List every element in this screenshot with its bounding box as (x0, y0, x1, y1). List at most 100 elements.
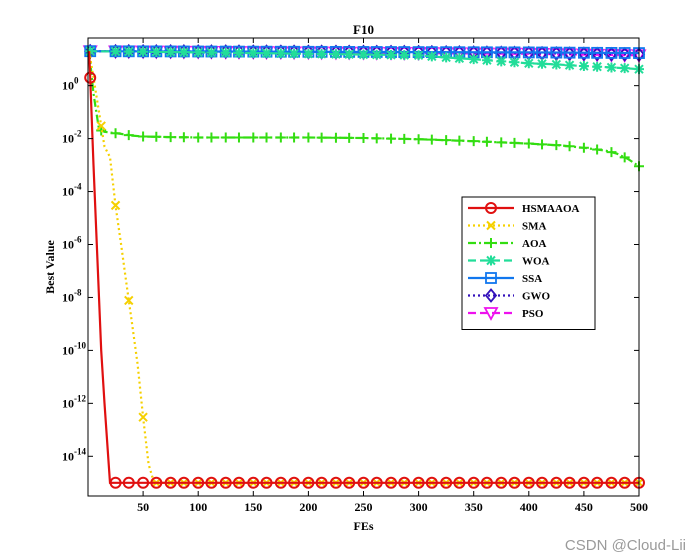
marker-hsmaaoa (137, 476, 150, 489)
marker-sma (110, 200, 121, 211)
marker-aoa (468, 136, 479, 147)
marker-ssa (591, 46, 604, 59)
marker-hsmaaoa (205, 476, 218, 489)
marker-aoa (178, 132, 189, 143)
marker-woa (523, 58, 534, 69)
legend-label-hsmaaoa: HSMAAOA (522, 203, 580, 215)
legend: HSMAAOA SMA AOA WOA SSA GWO PSO (461, 196, 596, 330)
marker-woa (578, 61, 589, 72)
y-tick-label: 10-12 (62, 393, 86, 410)
marker-hsmaaoa (343, 476, 356, 489)
x-tick-label: 100 (189, 500, 207, 514)
marker-aoa (386, 133, 397, 144)
marker-woa (496, 56, 507, 67)
marker-woa (481, 55, 492, 66)
series-woa (85, 46, 644, 75)
marker-woa (178, 47, 189, 58)
legend-marker-gwo (484, 288, 498, 303)
y-tick-label: 10-4 (62, 182, 82, 199)
y-tick-exponent: 0 (74, 76, 79, 86)
marker-woa (551, 59, 562, 70)
marker-aoa (358, 133, 369, 144)
legend-marker-pso (483, 307, 499, 321)
marker-woa (441, 52, 452, 63)
marker-aoa (330, 132, 341, 143)
marker-hsmaaoa (370, 476, 383, 489)
marker-woa (606, 62, 617, 73)
y-tick-label: 10-14 (62, 446, 86, 463)
marker-woa (110, 46, 121, 57)
marker-woa (564, 60, 575, 71)
marker-aoa (233, 132, 244, 143)
marker-gwo (550, 46, 563, 61)
marker-ssa (578, 46, 590, 59)
marker-ssa (618, 47, 631, 59)
marker-hsmaaoa (109, 476, 122, 489)
legend-marker-sma (486, 220, 496, 231)
marker-aoa (110, 128, 121, 139)
x-tick-label: 50 (137, 500, 149, 514)
marker-hsmaaoa (536, 476, 549, 489)
marker-woa (537, 58, 548, 69)
chart-title: F10 (353, 22, 374, 37)
marker-woa (468, 54, 479, 65)
marker-woa (233, 47, 244, 58)
marker-aoa (509, 137, 520, 148)
marker-woa (426, 51, 437, 62)
marker-aoa (193, 132, 204, 143)
marker-hsmaaoa (247, 476, 260, 489)
y-tick-exponent: -14 (74, 446, 86, 456)
marker-hsmaaoa (440, 476, 453, 489)
marker-woa (399, 50, 410, 61)
legend-label-woa: WOA (522, 256, 550, 268)
marker-woa (151, 46, 162, 57)
marker-aoa (138, 131, 149, 142)
marker-hsmaaoa (618, 476, 631, 489)
marker-aoa (537, 139, 548, 150)
marker-woa (358, 49, 369, 60)
marker-sma (138, 412, 148, 422)
marker-aoa (399, 133, 410, 144)
marker-woa (509, 57, 520, 68)
marker-aoa (606, 147, 617, 158)
axis-ticks: 50 100 150 200 250 300 350 400 450 500 100 10-2 10-4… (62, 38, 648, 514)
x-tick-label: 500 (630, 500, 648, 514)
series-line-sma (88, 51, 639, 484)
marker-hsmaaoa (385, 476, 398, 489)
legend-label-aoa: AOA (522, 238, 547, 250)
series-hsmaaoa (84, 51, 645, 489)
marker-sma (96, 121, 106, 131)
y-tick-label: 10-8 (62, 287, 82, 304)
marker-hsmaaoa (122, 476, 135, 489)
marker-woa (206, 47, 217, 58)
marker-aoa (275, 132, 286, 143)
marker-aoa (619, 152, 630, 163)
marker-aoa (344, 132, 355, 143)
marker-woa (248, 48, 259, 59)
legend-label-gwo: GWO (522, 291, 551, 303)
legend-label-pso: PSO (522, 308, 544, 320)
y-tick-exponent: -8 (74, 287, 82, 297)
legend-label-ssa: SSA (522, 273, 542, 285)
x-tick-label: 450 (575, 500, 593, 514)
y-tick-label: 10-6 (62, 234, 82, 251)
marker-hsmaaoa (495, 476, 508, 489)
marker-aoa (496, 137, 507, 148)
marker-ssa (563, 46, 576, 59)
watermark: CSDN @Cloud-Lii (564, 537, 686, 554)
y-tick-label: 100 (62, 76, 79, 93)
x-tick-label: 150 (244, 500, 262, 514)
marker-hsmaaoa (550, 476, 563, 489)
marker-aoa (261, 132, 272, 143)
marker-hsmaaoa (302, 476, 315, 489)
marker-hsmaaoa (232, 476, 245, 489)
y-tick-label: 10-2 (62, 129, 82, 146)
marker-aoa (551, 140, 562, 151)
marker-hsmaaoa (357, 476, 370, 489)
marker-hsmaaoa (219, 476, 232, 489)
marker-woa (303, 48, 314, 59)
marker-aoa (523, 138, 534, 149)
marker-aoa (371, 133, 382, 144)
marker-aoa (413, 134, 424, 145)
marker-aoa (123, 130, 134, 141)
